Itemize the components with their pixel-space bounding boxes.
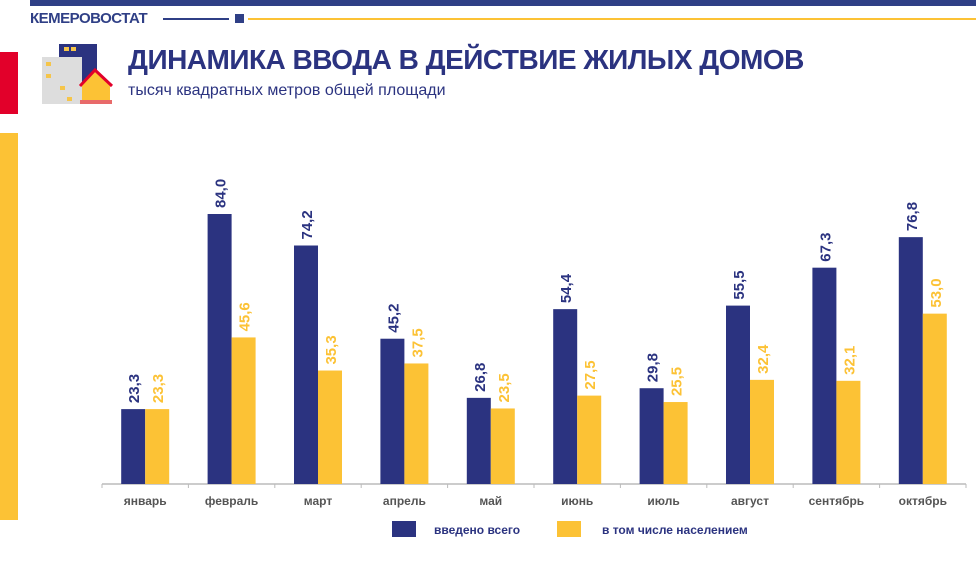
page-subtitle: тысяч квадратных метров общей площади (128, 82, 446, 99)
buildings-icon (42, 44, 114, 104)
bar (207, 214, 232, 484)
data-label: 32,1 (841, 346, 858, 375)
bar (380, 338, 405, 484)
bar (898, 237, 923, 484)
bar (466, 397, 491, 484)
x-tick-label: октябрь (899, 494, 947, 508)
data-label: 54,4 (558, 273, 575, 303)
data-label: 76,8 (904, 202, 921, 231)
brand: КЕМЕРОВОСТАТ (30, 10, 148, 27)
bar (121, 409, 146, 484)
bar (577, 395, 602, 484)
bar (318, 370, 342, 484)
data-label: 26,8 (472, 363, 489, 392)
bar (726, 305, 750, 484)
data-label: 45,2 (385, 304, 402, 333)
data-label: 25,5 (669, 367, 686, 396)
bar (404, 363, 429, 484)
data-label: 29,8 (645, 353, 662, 382)
data-label: 23,5 (496, 373, 513, 402)
x-tick-label: август (731, 494, 769, 508)
data-label: 84,0 (213, 179, 230, 208)
x-tick-label: январь (124, 494, 167, 508)
divider (163, 18, 229, 20)
data-label: 37,5 (409, 328, 426, 357)
divider (248, 18, 976, 20)
data-label: 55,5 (731, 270, 748, 299)
data-label: 67,3 (817, 232, 834, 261)
x-tick-label: март (304, 494, 333, 508)
data-label: 23,3 (126, 374, 143, 403)
x-tick-label: июль (647, 494, 679, 508)
x-tick-label: июнь (561, 494, 593, 508)
bar (490, 408, 515, 484)
legend-label-total: введено всего (434, 523, 521, 537)
side-accent-red (0, 52, 18, 114)
data-label: 45,6 (237, 302, 254, 331)
bar (836, 380, 861, 484)
bar (922, 313, 947, 484)
legend-swatch-total (392, 521, 416, 537)
divider-square (235, 14, 244, 23)
side-accent-yellow (0, 133, 18, 520)
bar (663, 402, 688, 484)
x-tick-label: апрель (383, 494, 426, 508)
x-tick-label: май (479, 494, 502, 508)
bar (145, 409, 170, 484)
legend-label-population: в том числе населением (602, 523, 748, 537)
data-label: 74,2 (299, 210, 316, 239)
x-tick-label: сентябрь (809, 494, 865, 508)
bar (639, 388, 664, 484)
bar (294, 245, 318, 484)
top-bar (30, 0, 976, 6)
bar (553, 309, 578, 484)
data-label: 32,4 (755, 344, 772, 374)
legend-swatch-population (557, 521, 581, 537)
data-label: 27,5 (582, 360, 599, 389)
bar (231, 337, 256, 484)
data-label: 23,3 (150, 374, 167, 403)
bar (812, 267, 837, 484)
bar (750, 379, 774, 484)
x-tick-label: февраль (205, 494, 258, 508)
page-title: ДИНАМИКА ВВОДА В ДЕЙСТВИЕ ЖИЛЫХ ДОМОВ (128, 44, 804, 75)
data-label: 35,3 (323, 335, 340, 364)
data-label: 53,0 (928, 278, 945, 307)
